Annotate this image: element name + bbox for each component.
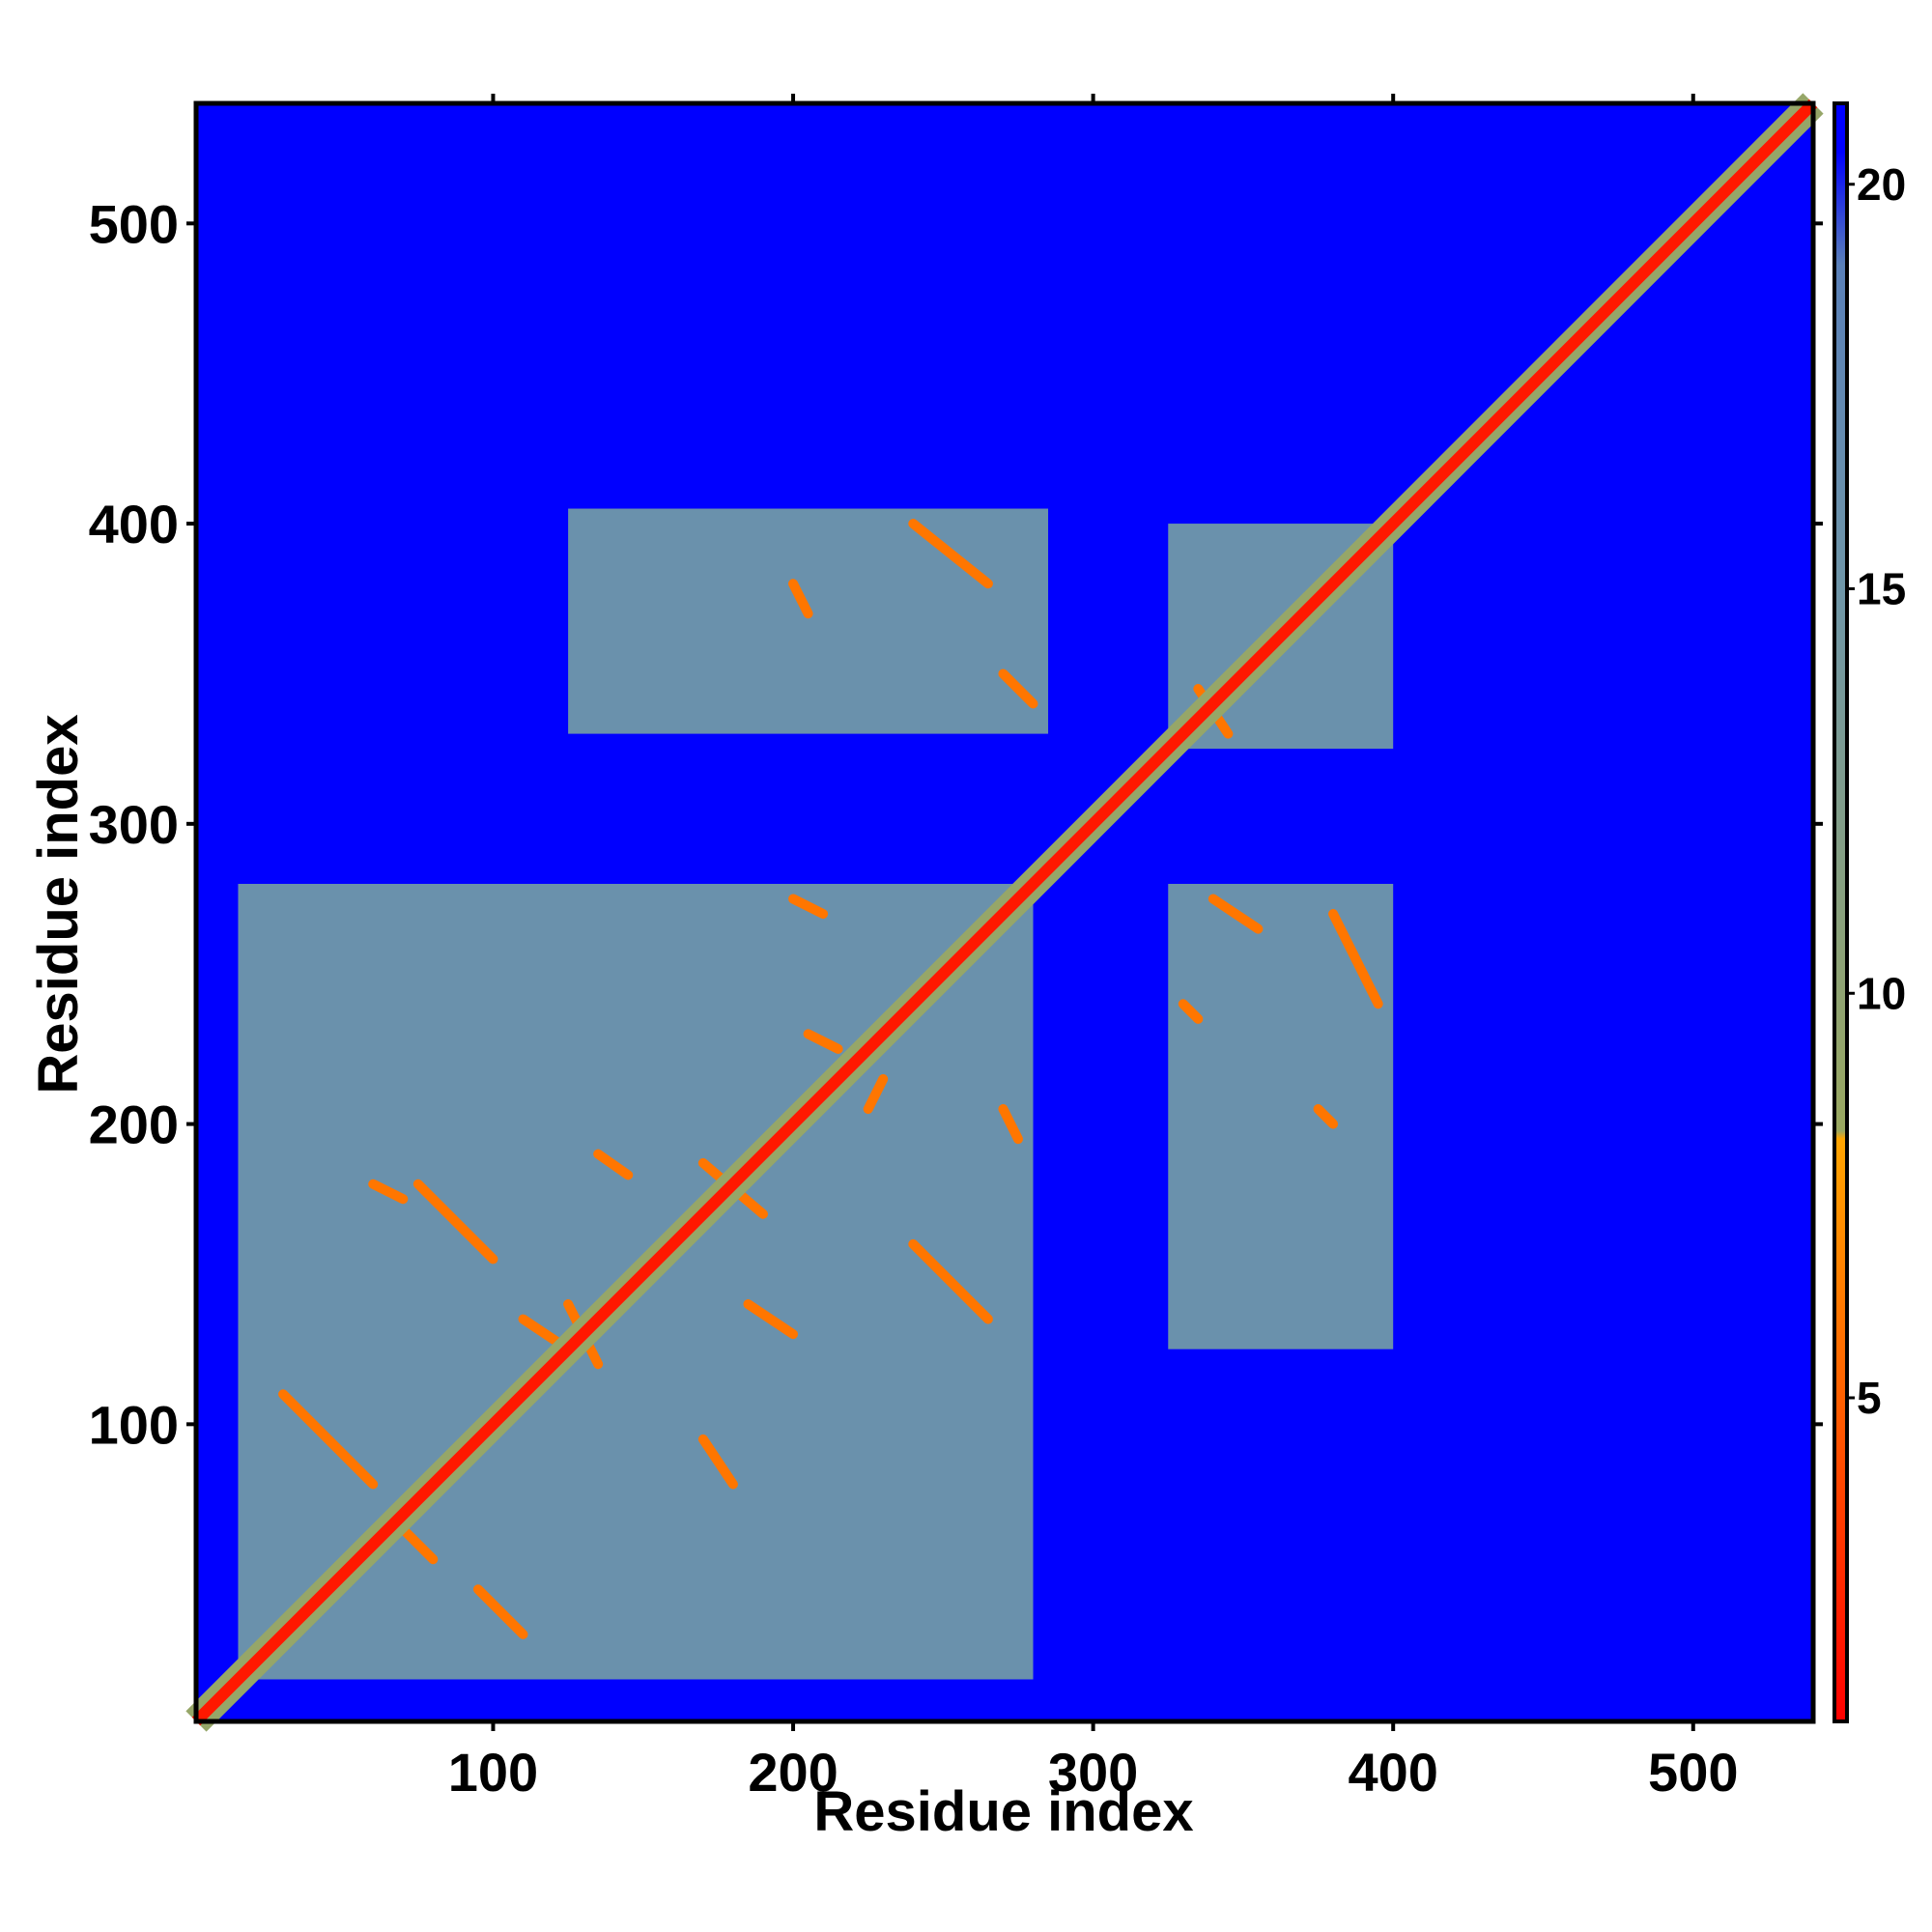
- x-tick-label: 300: [1048, 1742, 1138, 1803]
- y-tick-label: 400: [89, 494, 179, 554]
- colorbar-tick-label: 20: [1857, 159, 1906, 210]
- contact-line-2: [593, 1149, 634, 1180]
- colorbar-bar: [1833, 101, 1849, 1723]
- contact-line-7: [743, 1299, 799, 1340]
- y-tick-label: 300: [89, 794, 179, 855]
- contact-line-1: [412, 1179, 498, 1264]
- contact-line-15: [788, 579, 813, 619]
- diagonal-band: [191, 99, 1818, 1726]
- contact-block-2: [568, 508, 1049, 734]
- contact-line-18: [1328, 909, 1383, 1009]
- contact-line-24: [1313, 1104, 1339, 1129]
- y-tick-label: 100: [89, 1394, 179, 1455]
- contact-line-4: [803, 1029, 843, 1054]
- colorbar-tick-label: 10: [1857, 968, 1906, 1018]
- x-tick-label: 200: [748, 1742, 838, 1803]
- contact-line-5: [863, 1073, 889, 1115]
- contact-line-22: [472, 1584, 528, 1639]
- contact-line-6: [788, 894, 829, 920]
- x-axis-title: Residue index: [813, 1780, 1193, 1843]
- colorbar: 5 10 15 20: [1833, 101, 1906, 1723]
- contact-line-12: [998, 1104, 1023, 1145]
- colorbar-tick-label: 15: [1857, 564, 1906, 614]
- contact-line-17: [1208, 894, 1264, 934]
- y-axis-title: Residue index: [27, 714, 90, 1094]
- contact-line-13: [998, 668, 1038, 709]
- contact-line-21: [398, 1524, 439, 1565]
- axes-layer: 100 200 300 400 500 100 200 300 400 500: [89, 94, 1823, 1803]
- heatmap-layer: [185, 93, 1824, 1732]
- plot-frame: [193, 100, 1816, 1724]
- colorbar-tick-label: 5: [1857, 1373, 1882, 1423]
- x-tick-label: 400: [1348, 1742, 1437, 1803]
- x-tick-label: 500: [1648, 1742, 1738, 1803]
- contact-line-19: [1178, 999, 1204, 1024]
- contact-line-8: [697, 1434, 738, 1490]
- contact-line-20: [278, 1389, 379, 1490]
- contact-line-14: [908, 519, 993, 589]
- x-tick-label: 100: [448, 1742, 538, 1803]
- contact-line-11: [908, 1238, 993, 1324]
- contact-block-3: [1168, 883, 1394, 1350]
- contact-line-23: [368, 1179, 409, 1205]
- y-tick-label: 500: [89, 193, 179, 254]
- y-tick-label: 200: [89, 1094, 179, 1155]
